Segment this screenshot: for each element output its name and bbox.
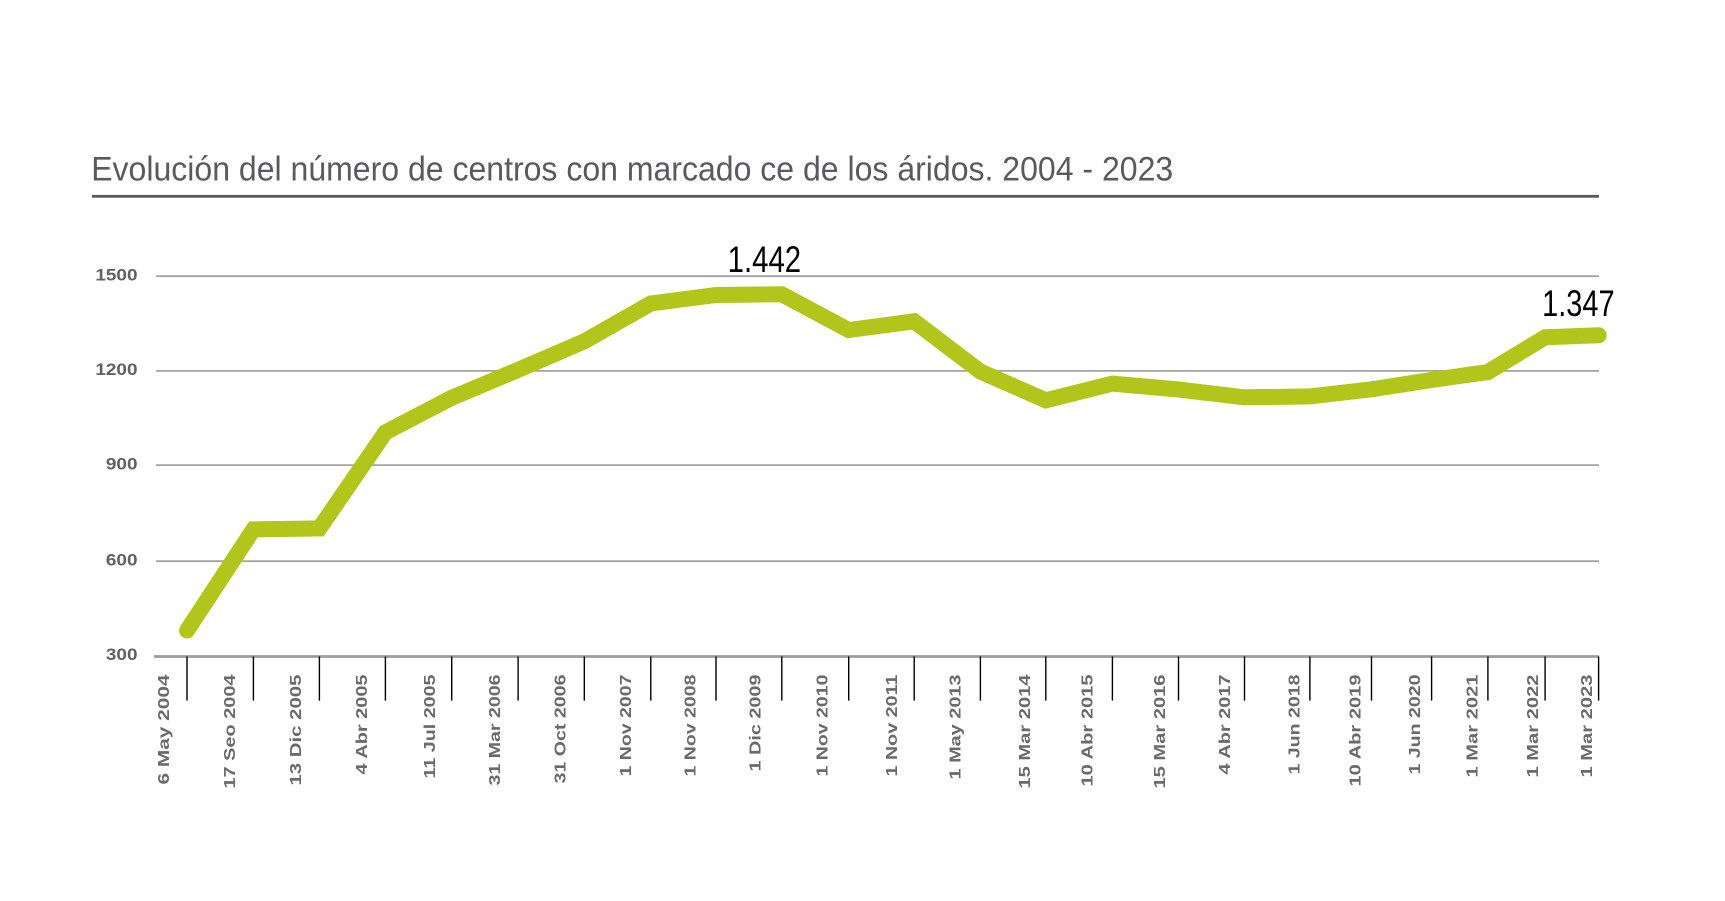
svg-text:11 Jul 2005: 11 Jul 2005 xyxy=(422,674,439,779)
svg-text:1 Jun 2020: 1 Jun 2020 xyxy=(1407,675,1424,775)
svg-text:31 Oct 2006: 31 Oct 2006 xyxy=(553,675,570,784)
svg-text:1200: 1200 xyxy=(95,361,137,379)
svg-text:31 Mar 2006: 31 Mar 2006 xyxy=(487,675,504,786)
svg-text:1 May 2013: 1 May 2013 xyxy=(948,675,965,780)
svg-text:1.442: 1.442 xyxy=(728,239,802,280)
svg-text:10 Abr 2019: 10 Abr 2019 xyxy=(1348,675,1365,787)
svg-text:1.347: 1.347 xyxy=(1542,283,1615,324)
svg-text:1 Mar 2023: 1 Mar 2023 xyxy=(1579,675,1596,778)
svg-text:4 Abr 2017: 4 Abr 2017 xyxy=(1217,675,1234,775)
svg-text:1 Mar 2022: 1 Mar 2022 xyxy=(1525,675,1542,778)
svg-text:900: 900 xyxy=(106,455,138,473)
svg-text:1 Jun 2018: 1 Jun 2018 xyxy=(1286,674,1303,775)
svg-text:300: 300 xyxy=(106,646,138,664)
svg-text:6 May 2004: 6 May 2004 xyxy=(156,674,173,785)
svg-text:1 Nov 2011: 1 Nov 2011 xyxy=(884,674,901,777)
svg-text:600: 600 xyxy=(106,552,138,570)
svg-text:1 Dic 2009: 1 Dic 2009 xyxy=(748,675,765,772)
svg-text:10 Abr 2015: 10 Abr 2015 xyxy=(1080,674,1097,787)
svg-text:1500: 1500 xyxy=(95,267,137,285)
svg-text:15 Mar 2014: 15 Mar 2014 xyxy=(1017,674,1034,789)
svg-text:17 Seo 2004: 17 Seo 2004 xyxy=(222,674,239,789)
svg-text:15 Mar 2016: 15 Mar 2016 xyxy=(1152,675,1169,789)
svg-text:1 Nov 2007: 1 Nov 2007 xyxy=(618,675,635,777)
svg-text:13 Dic 2005: 13 Dic 2005 xyxy=(288,674,305,786)
svg-text:1 Nov 2008: 1 Nov 2008 xyxy=(682,674,699,777)
svg-text:1 Mar 2021: 1 Mar 2021 xyxy=(1464,674,1481,778)
svg-text:Evolución del número de centro: Evolución del número de centros con marc… xyxy=(91,150,1173,188)
svg-text:4 Abr 2005: 4 Abr 2005 xyxy=(354,674,371,775)
svg-text:1 Nov 2010: 1 Nov 2010 xyxy=(815,675,832,777)
